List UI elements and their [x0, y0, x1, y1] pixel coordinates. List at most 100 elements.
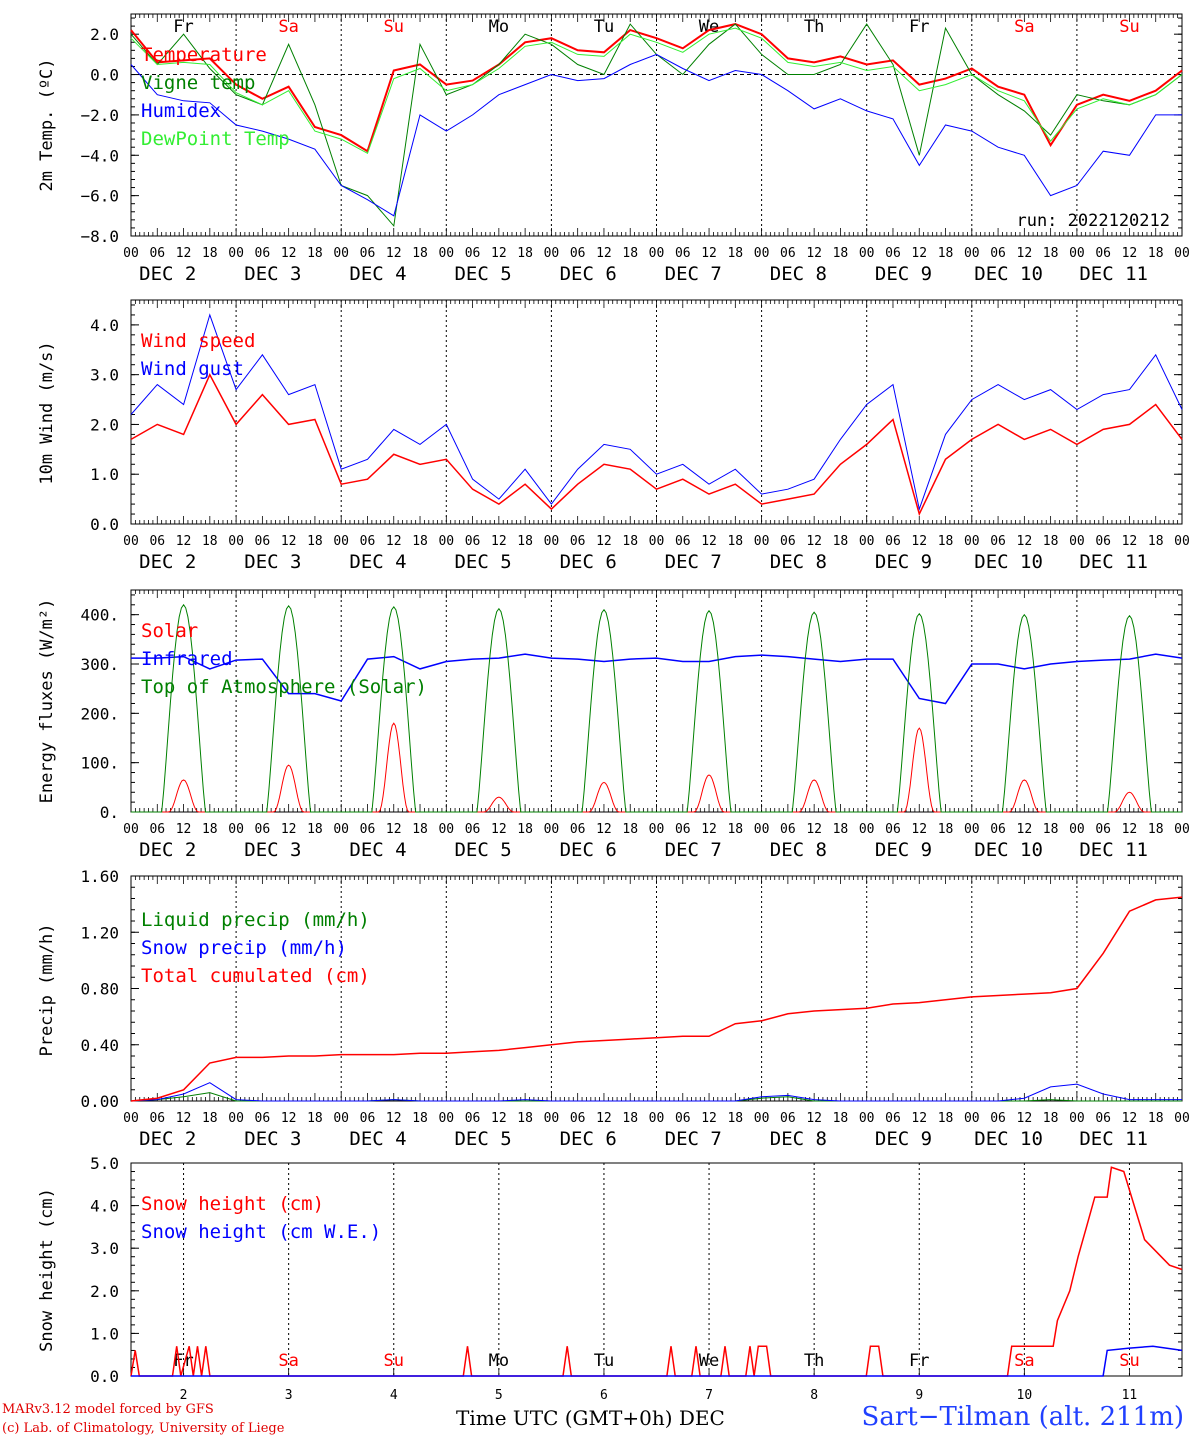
x-hour-label: 12: [1122, 534, 1138, 549]
x-hour-label: 06: [149, 1111, 165, 1126]
x-hour-label: 12: [1122, 246, 1138, 261]
x-day-number: 4: [390, 1388, 398, 1403]
y-tick-label: −2.0: [80, 106, 119, 125]
day-label: Sa: [1014, 17, 1034, 37]
x-hour-label: 06: [465, 1111, 481, 1126]
x-hour-label: 12: [386, 1111, 402, 1126]
x-hour-label: 12: [491, 246, 507, 261]
legend-entry: Temperature: [141, 44, 267, 66]
x-hour-label: 18: [517, 822, 533, 837]
x-hour-label: 18: [1043, 1111, 1059, 1126]
day-label: Su: [384, 1351, 404, 1371]
x-date-label: DEC 10: [974, 551, 1043, 573]
series-line: [131, 1345, 1183, 1377]
y-tick-label: 400.: [80, 606, 119, 625]
legend-entry: Liquid precip (mm/h): [141, 909, 370, 931]
x-hour-label: 18: [727, 246, 743, 261]
x-hour-label: 00: [438, 1111, 454, 1126]
x-hour-label: 18: [1148, 822, 1164, 837]
x-date-label: DEC 7: [665, 551, 722, 573]
y-tick-label: 0.40: [80, 1036, 119, 1055]
y-tick-label: 200.: [80, 704, 119, 723]
y-tick-label: 0.: [100, 803, 119, 822]
x-hour-label: 06: [360, 1111, 376, 1126]
y-tick-label: 0.0: [90, 515, 119, 534]
x-hour-label: 18: [307, 246, 323, 261]
x-hour-label: 18: [727, 1111, 743, 1126]
x-hour-label: 12: [281, 822, 297, 837]
x-hour-label: 00: [544, 1111, 560, 1126]
series-line: [130, 27, 1183, 155]
x-hour-label: 18: [517, 1111, 533, 1126]
x-hour-label: 12: [1122, 822, 1138, 837]
run-label: run: 2022120212: [1016, 211, 1170, 231]
y-tick-label: 1.0: [90, 1324, 119, 1343]
x-hour-label: 00: [964, 246, 980, 261]
x-hour-label: 18: [307, 1111, 323, 1126]
x-hour-label: 06: [570, 534, 586, 549]
x-hour-label: 18: [938, 534, 954, 549]
x-hour-label: 12: [386, 246, 402, 261]
x-hour-label: 12: [386, 534, 402, 549]
x-hour-label: 12: [1017, 246, 1033, 261]
x-date-label: DEC 5: [454, 839, 511, 861]
x-hour-label: 18: [833, 822, 849, 837]
x-hour-label: 12: [911, 246, 927, 261]
x-hour-label: 00: [754, 246, 770, 261]
x-hour-label: 06: [990, 1111, 1006, 1126]
x-hour-label: 18: [202, 1111, 218, 1126]
x-hour-label: 18: [833, 534, 849, 549]
legend-entry: Snow height (cm W.E.): [141, 1221, 381, 1243]
x-hour-label: 12: [911, 534, 927, 549]
x-hour-label: 06: [675, 1111, 691, 1126]
x-date-label: DEC 8: [770, 263, 827, 285]
day-label: We: [699, 1351, 719, 1371]
legend-entry: Snow height (cm): [141, 1193, 324, 1215]
x-hour-label: 06: [1095, 1111, 1111, 1126]
x-hour-label: 00: [438, 822, 454, 837]
x-day-number: 3: [285, 1388, 293, 1403]
x-hour-label: 06: [885, 822, 901, 837]
x-hour-label: 00: [544, 822, 560, 837]
legend-entry: Wind gust: [141, 358, 244, 380]
x-hour-label: 18: [412, 246, 428, 261]
x-hour-label: 06: [149, 534, 165, 549]
x-date-label: DEC 6: [560, 839, 617, 861]
x-date-label: DEC 10: [974, 1128, 1043, 1150]
day-label: Fr: [909, 17, 929, 37]
series-line: [130, 896, 1183, 1102]
legend-entry: Snow precip (mm/h): [141, 937, 347, 959]
y-tick-label: 1.60: [80, 867, 119, 886]
x-hour-label: 06: [780, 246, 796, 261]
y-tick-label: 5.0: [90, 1154, 119, 1173]
y-tick-label: 1.0: [90, 465, 119, 484]
x-date-label: DEC 9: [875, 263, 932, 285]
x-hour-label: 18: [622, 246, 638, 261]
y-tick-label: 300.: [80, 655, 119, 674]
x-hour-label: 18: [833, 246, 849, 261]
x-hour-label: 06: [465, 822, 481, 837]
legend-entry: Humidex: [141, 100, 221, 122]
x-day-number: 8: [810, 1388, 818, 1403]
day-label: Tu: [594, 1351, 614, 1371]
x-hour-label: 00: [228, 822, 244, 837]
x-date-label: DEC 2: [139, 839, 196, 861]
x-hour-label: 18: [1148, 534, 1164, 549]
x-hour-label: 00: [123, 822, 139, 837]
y-axis-title: 2m Temp. (ºC): [37, 58, 57, 191]
x-hour-label: 06: [149, 822, 165, 837]
x-hour-label: 18: [1043, 246, 1059, 261]
x-hour-label: 12: [911, 1111, 927, 1126]
x-hour-label: 12: [491, 822, 507, 837]
x-hour-label: 18: [307, 534, 323, 549]
day-label: Su: [384, 17, 404, 37]
panel-1: 2.0 0.0 −2.0 −4.0 −6.0 −8.0 2m Temp. (ºC) Fr Sa S…: [37, 13, 1190, 285]
x-hour-label: 12: [176, 822, 192, 837]
x-hour-label: 06: [465, 534, 481, 549]
x-hour-label: 12: [281, 1111, 297, 1126]
series-line: [131, 603, 1182, 813]
x-date-label: DEC 9: [875, 1128, 932, 1150]
y-tick-label: 0.0: [90, 1367, 119, 1386]
x-date-label: DEC 5: [454, 1128, 511, 1150]
x-hour-label: 12: [701, 246, 717, 261]
